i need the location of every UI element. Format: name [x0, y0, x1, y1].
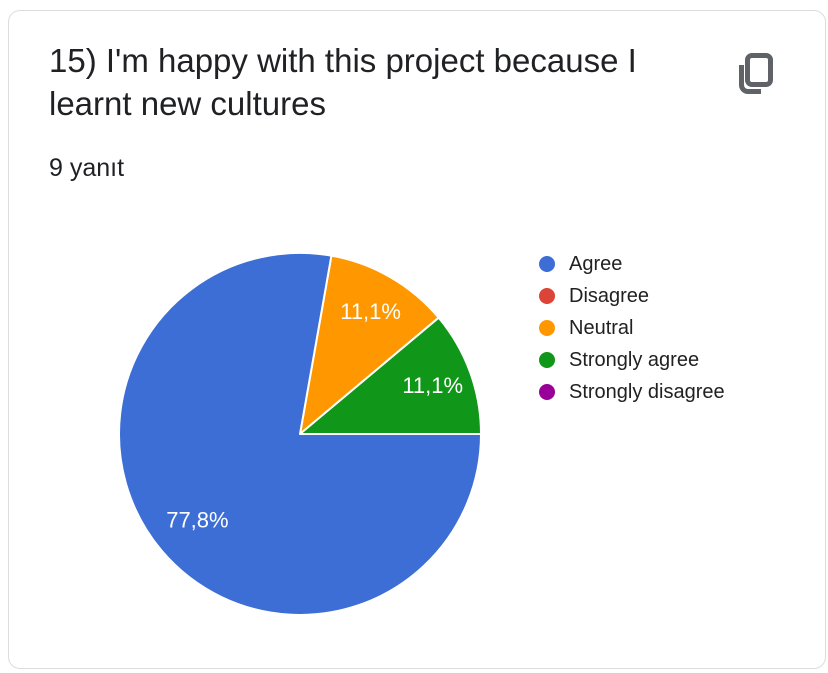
legend-swatch-agree	[539, 256, 555, 272]
copy-icon-front-sheet	[745, 53, 773, 87]
copy-icon	[739, 53, 773, 94]
legend-item-strongly-agree: Strongly agree	[539, 344, 725, 376]
legend-item-agree: Agree	[539, 248, 725, 280]
copy-chart-button[interactable]	[726, 47, 782, 103]
legend-label: Agree	[569, 253, 623, 275]
results-card: 15) I'm happy with this project because …	[8, 10, 826, 669]
chart-legend: Agree Disagree Neutral Strongly agree Strong…	[539, 248, 725, 408]
question-title: 15) I'm happy with this project because …	[49, 42, 637, 122]
legend-swatch-disagree	[539, 288, 555, 304]
legend-label: Strongly disagree	[569, 381, 725, 403]
copy-icon-back-sheet	[739, 65, 761, 94]
legend-swatch-strongly-disagree	[539, 384, 555, 400]
pie-slice-strongly-agree[interactable]	[299, 316, 482, 435]
legend-swatch-neutral	[539, 320, 555, 336]
legend-label: Strongly agree	[569, 349, 700, 371]
pie-slice-agree[interactable]	[118, 251, 482, 616]
legend-item-disagree: Disagree	[539, 280, 725, 312]
legend-swatch-strongly-agree	[539, 352, 555, 368]
legend-item-neutral: Neutral	[539, 312, 725, 344]
pie-slice-neutral[interactable]	[299, 254, 440, 435]
legend-label: Disagree	[569, 285, 650, 307]
legend-label: Neutral	[569, 317, 634, 339]
response-count: 9 yanıt	[49, 154, 125, 182]
legend-item-strongly-disagree: Strongly disagree	[539, 376, 725, 408]
